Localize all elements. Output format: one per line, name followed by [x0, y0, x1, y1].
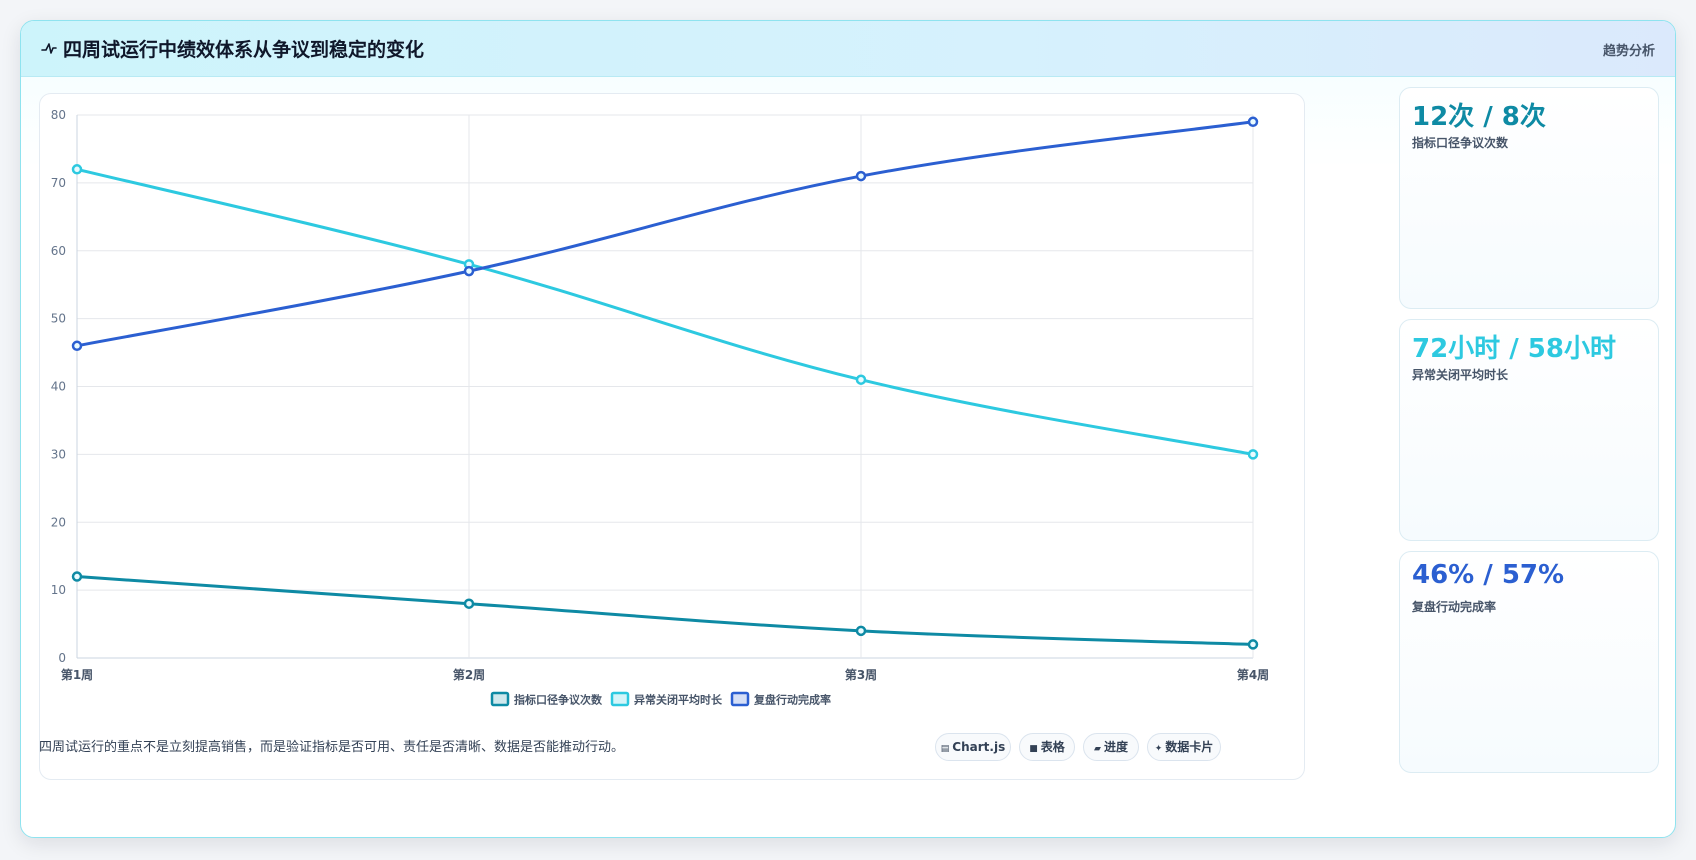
legend-swatch [610, 691, 630, 707]
series-line-1 [76, 575, 1254, 646]
chip-chartjs[interactable]: ▤ Chart.js [935, 733, 1011, 761]
data-point [463, 265, 475, 277]
chip-table[interactable]: ■ 表格 [1019, 733, 1075, 761]
y-tick-label: 70 [51, 176, 66, 190]
progress-icon: ▰ [1094, 744, 1101, 754]
y-tick-label: 40 [51, 380, 66, 394]
chip-label: 进度 [1103, 740, 1128, 754]
trend-analysis-tag: 趋势分析 [1602, 44, 1655, 59]
page-title: 四周试运行中绩效体系从争议到稳定的变化 [63, 39, 425, 61]
chart-icon: ▤ [940, 744, 950, 754]
y-tick-label: 30 [51, 447, 66, 461]
sparkle-icon: ✦ [1154, 744, 1163, 754]
x-tick-label: 第4周 [1237, 667, 1269, 682]
chart-legend: 指标口径争议次数 异常关闭平均时长 复盘行动完成率 [490, 691, 831, 707]
stat-label: 异常关闭平均时长 [1412, 368, 1509, 382]
stat-label: 指标口径争议次数 [1412, 136, 1509, 150]
stat-value: 12次 / 8次 [1412, 102, 1546, 132]
stat-value: 46% / 57% [1412, 560, 1565, 590]
y-tick-label: 0 [58, 651, 66, 665]
data-point [1247, 449, 1259, 460]
series-line-2 [76, 167, 1254, 456]
legend-label: 异常关闭平均时长 [634, 693, 723, 707]
table-icon: ■ [1029, 744, 1038, 754]
stat-value: 72小时 / 58小时 [1412, 334, 1616, 364]
y-tick-label: 60 [51, 244, 66, 258]
data-point [71, 340, 83, 352]
chart-panel: 0 10 20 30 40 50 60 70 80 第1周 第2周 第3周 第4周指标口径争议次数 异常关… [39, 93, 1305, 780]
card-header: 四周试运行中绩效体系从争议到稳定的变化 趋势分析 [21, 21, 1675, 77]
data-point [463, 598, 475, 609]
data-point [855, 625, 867, 637]
dashboard-card: 四周试运行中绩效体系从争议到稳定的变化 趋势分析 0 10 20 30 40 50 60 70… [20, 20, 1676, 838]
stat-label: 复盘行动完成率 [1412, 600, 1497, 614]
data-point [855, 374, 867, 385]
legend-swatch [730, 691, 750, 707]
legend-label: 复盘行动完成率 [753, 693, 831, 707]
footer-note: 四周试运行的重点不是立刻提高销售，而是验证指标是否可用、责任是否清晰、数据是否能… [39, 740, 625, 755]
chip-label: 表格 [1040, 740, 1065, 754]
legend-swatch [490, 691, 510, 707]
stat-card-disputes: 12次 / 8次 指标口径争议次数 [1399, 87, 1659, 309]
legend-item: 指标口径争议次数 [490, 691, 603, 707]
legend-label: 指标口径争议次数 [514, 693, 603, 707]
y-tick-label: 10 [51, 583, 66, 597]
y-tick-label: 80 [51, 108, 66, 122]
data-point [1247, 639, 1259, 650]
x-tick-label: 第2周 [453, 667, 485, 682]
legend-item: 复盘行动完成率 [730, 691, 831, 707]
data-point [71, 571, 83, 582]
y-tick-label: 20 [51, 515, 66, 529]
chip-label: 数据卡片 [1165, 740, 1214, 754]
chip-progress[interactable]: ▰ 进度 [1083, 733, 1139, 761]
data-point [855, 170, 867, 182]
series-line-3 [76, 120, 1254, 348]
pulse-icon [41, 43, 57, 54]
chip-label: Chart.js [952, 740, 1006, 754]
legend-item: 异常关闭平均时长 [610, 691, 723, 707]
stat-card-review-rate: 46% / 57% 复盘行动完成率 [1399, 551, 1659, 773]
x-tick-label: 第1周 [61, 667, 93, 682]
data-point [71, 164, 83, 175]
chip-data-cards[interactable]: ✦ 数据卡片 [1147, 733, 1221, 761]
stat-card-close-time: 72小时 / 58小时 异常关闭平均时长 [1399, 319, 1659, 541]
y-tick-label: 50 [51, 312, 66, 326]
x-tick-label: 第3周 [845, 667, 877, 682]
data-point [1247, 116, 1259, 128]
